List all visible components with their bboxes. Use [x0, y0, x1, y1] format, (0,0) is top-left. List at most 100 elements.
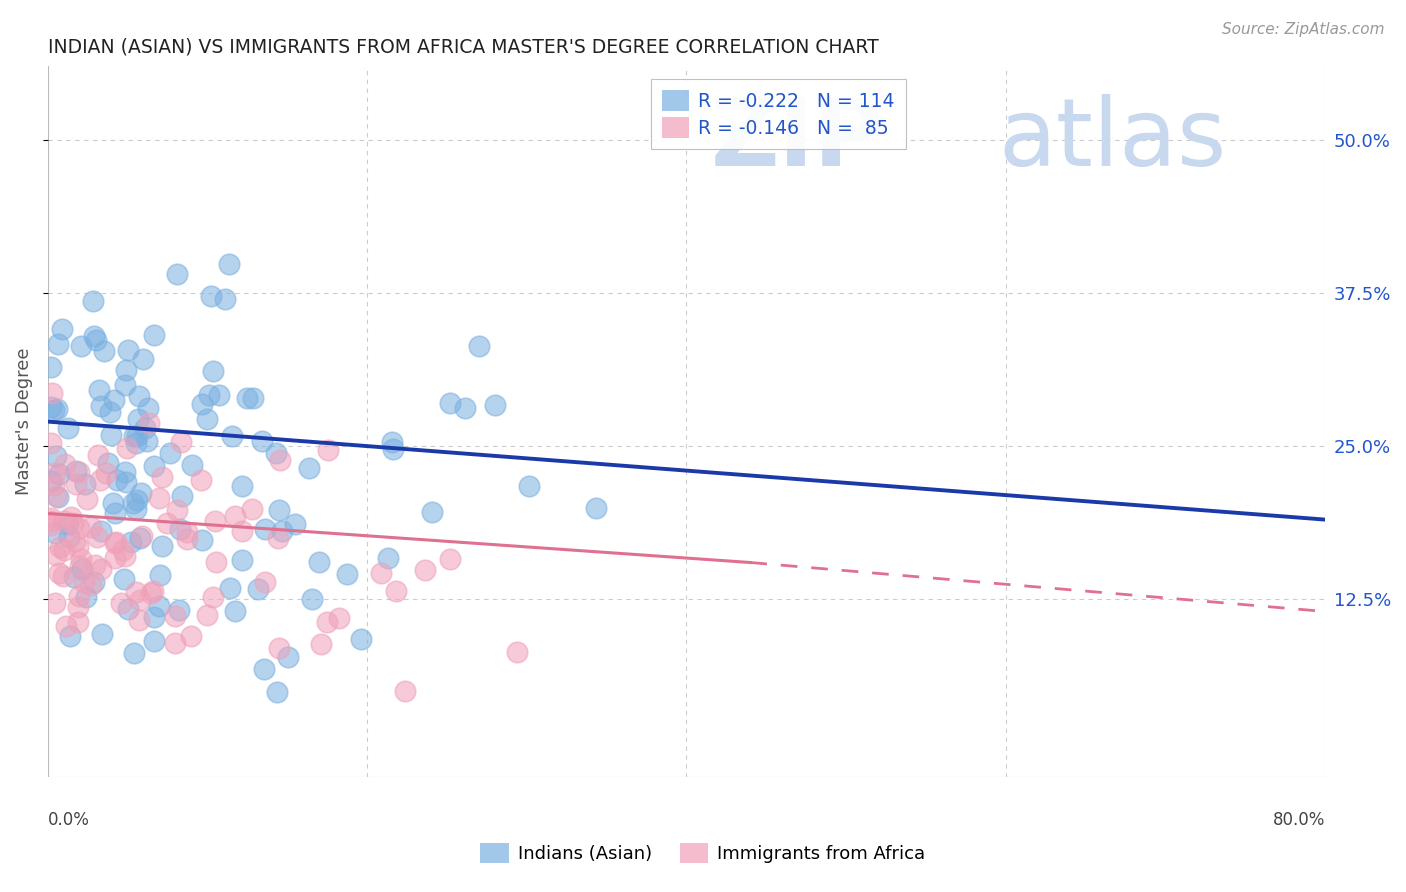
Point	[142, 584, 165, 599]
Text: INDIAN (ASIAN) VS IMMIGRANTS FROM AFRICA MASTER'S DEGREE CORRELATION CHART: INDIAN (ASIAN) VS IMMIGRANTS FROM AFRICA…	[48, 37, 879, 56]
Point	[180, 629, 202, 643]
Point	[48, 467, 70, 481]
Point	[519, 479, 541, 493]
Point	[422, 505, 444, 519]
Point	[87, 384, 110, 398]
Y-axis label: Master's Degree: Master's Degree	[15, 348, 32, 495]
Text: ZIP: ZIP	[710, 94, 883, 186]
Point	[67, 589, 90, 603]
Point	[76, 492, 98, 507]
Point	[125, 436, 148, 450]
Point	[270, 524, 292, 538]
Point	[105, 535, 128, 549]
Point	[309, 637, 332, 651]
Point	[46, 336, 69, 351]
Point	[82, 294, 104, 309]
Point	[41, 385, 63, 400]
Point	[266, 445, 288, 459]
Point	[69, 552, 91, 566]
Point	[90, 524, 112, 538]
Point	[66, 615, 89, 629]
Text: atlas: atlas	[998, 94, 1226, 186]
Point	[254, 574, 277, 589]
Point	[336, 566, 359, 581]
Point	[69, 558, 91, 573]
Point	[176, 532, 198, 546]
Point	[45, 548, 67, 562]
Point	[128, 389, 150, 403]
Point	[79, 578, 101, 592]
Point	[103, 392, 125, 407]
Point	[48, 490, 70, 504]
Point	[59, 629, 82, 643]
Point	[484, 398, 506, 412]
Point	[585, 500, 607, 515]
Point	[115, 475, 138, 489]
Point	[231, 524, 253, 539]
Point	[201, 364, 224, 378]
Point	[63, 533, 86, 548]
Point	[84, 558, 107, 573]
Point	[83, 329, 105, 343]
Point	[67, 521, 90, 535]
Point	[125, 585, 148, 599]
Point	[90, 627, 112, 641]
Point	[49, 541, 72, 555]
Point	[46, 401, 69, 416]
Point	[122, 496, 145, 510]
Point	[89, 473, 111, 487]
Point	[98, 405, 121, 419]
Point	[129, 531, 152, 545]
Legend: R = -0.222   N = 114, R = -0.146   N =  85: R = -0.222 N = 114, R = -0.146 N = 85	[651, 79, 905, 149]
Point	[191, 396, 214, 410]
Point	[136, 434, 159, 449]
Point	[269, 452, 291, 467]
Point	[70, 562, 93, 576]
Point	[214, 292, 236, 306]
Point	[224, 604, 246, 618]
Point	[112, 572, 135, 586]
Point	[80, 520, 103, 534]
Point	[39, 359, 62, 374]
Point	[100, 428, 122, 442]
Point	[163, 636, 186, 650]
Point	[128, 613, 150, 627]
Point	[169, 523, 191, 537]
Point	[39, 475, 62, 489]
Point	[169, 434, 191, 449]
Point	[176, 524, 198, 539]
Point	[117, 343, 139, 358]
Point	[131, 529, 153, 543]
Point	[42, 403, 65, 417]
Point	[75, 590, 97, 604]
Point	[254, 522, 277, 536]
Point	[267, 640, 290, 655]
Point	[120, 534, 142, 549]
Point	[156, 516, 179, 530]
Point	[44, 595, 66, 609]
Point	[150, 470, 173, 484]
Point	[224, 508, 246, 523]
Point	[181, 458, 204, 472]
Point	[202, 590, 225, 604]
Point	[150, 539, 173, 553]
Point	[66, 540, 89, 554]
Point	[44, 478, 66, 492]
Point	[124, 646, 146, 660]
Point	[413, 563, 436, 577]
Point	[308, 556, 330, 570]
Point	[218, 257, 240, 271]
Point	[136, 401, 159, 415]
Point	[247, 582, 270, 596]
Point	[298, 461, 321, 475]
Point	[66, 600, 89, 615]
Point	[208, 387, 231, 401]
Point	[221, 429, 243, 443]
Point	[242, 392, 264, 406]
Point	[394, 684, 416, 698]
Point	[114, 378, 136, 392]
Point	[266, 684, 288, 698]
Point	[253, 662, 276, 676]
Point	[114, 465, 136, 479]
Point	[382, 442, 405, 457]
